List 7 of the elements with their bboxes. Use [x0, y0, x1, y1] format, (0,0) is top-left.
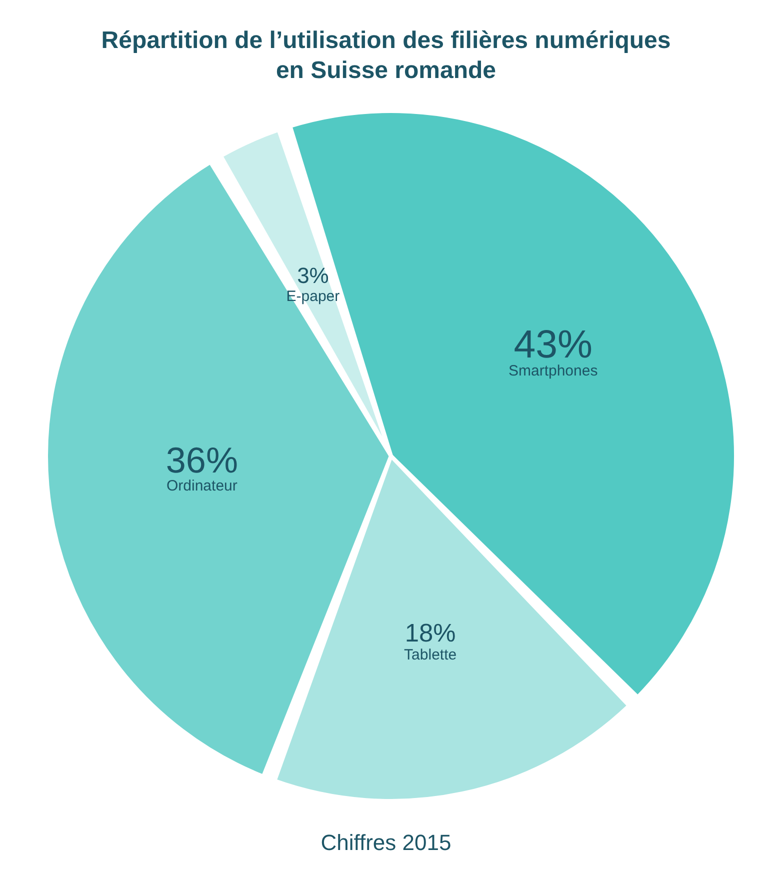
slice-label: Smartphones — [508, 362, 598, 380]
slice-label: Tablette — [404, 646, 457, 664]
data-label: 18% — [404, 620, 456, 648]
data-label: 3% — [297, 263, 329, 288]
chart-title: Répartition de l’utilisation des filières numériques en Suisse romande — [100, 26, 672, 86]
text: Chiffres 2015 — [320, 830, 452, 856]
slice-label: E-paper — [286, 288, 340, 306]
